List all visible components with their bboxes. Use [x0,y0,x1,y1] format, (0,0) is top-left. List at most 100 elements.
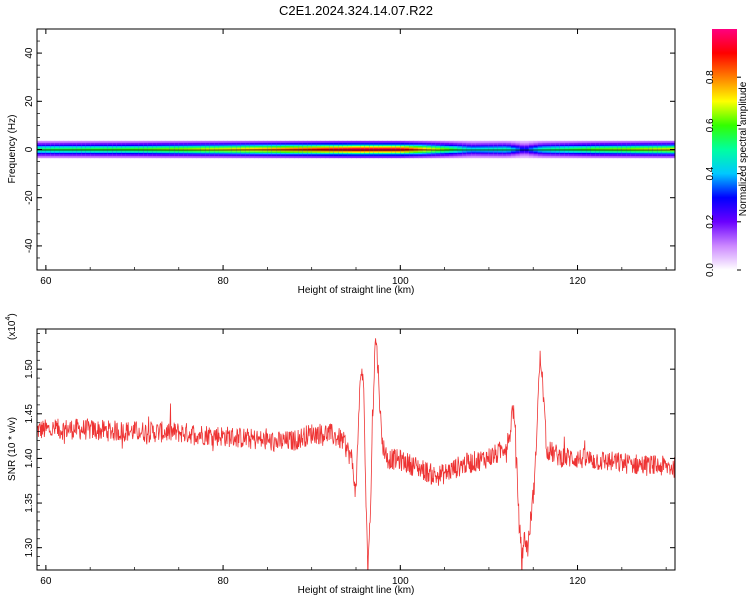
spectrogram-cell [568,148,574,151]
spectrogram-cell [280,148,286,151]
spectrogram-cell [147,148,153,151]
spectrogram-y-tick-label: 20 [24,95,35,107]
spectrogram-cell [542,148,547,151]
spectrogram-cell [174,148,180,151]
spectrogram-cell [382,148,388,151]
figure-title: C2E1.2024.324.14.07.R22 [279,3,433,18]
spectrogram-y-label: Frequency (Hz) [7,115,18,184]
spectrogram-cell [643,148,649,151]
spectrogram-cell [564,148,570,151]
spectrogram-cell [488,148,494,151]
spectrogram-cell [387,148,392,151]
spectrogram-y-tick-label: -20 [24,190,35,205]
spectrogram-y-tick-label: -40 [24,238,35,253]
spectrogram-cell [497,148,503,151]
spectrogram-cell [515,148,521,151]
spectrogram-cell [276,148,282,151]
spectrogram-cell [81,148,87,151]
spectrogram-cell [333,148,339,151]
snr-y-tick-label: 1.30 [24,538,35,558]
spectrogram-y-tick-label: 0 [24,146,35,152]
snr-y-multiplier: (x104) [5,313,18,340]
spectrogram-cell [227,148,233,151]
spectrogram-cell [45,148,51,151]
spectrogram-cell [391,148,397,151]
spectrogram-cell [617,148,623,151]
spectrogram-cell [205,148,211,151]
spectrogram-cell [214,148,220,151]
snr-x-tick-label: 120 [569,576,586,587]
colorbar-tick-label: 0.6 [705,118,716,132]
spectrogram-cell [373,148,379,151]
spectrogram-cell [422,148,428,151]
spectrogram-cell [245,148,251,151]
spectrogram-cell [612,148,618,151]
spectrogram-cell [635,148,640,151]
snr-x-tick-label: 100 [392,576,409,587]
colorbar-tick-label: 0.0 [705,263,716,277]
spectrogram-cell [475,148,481,151]
spectrogram-cell [360,148,366,151]
spectrogram-cell [577,148,583,151]
spectrogram-cell [528,148,534,151]
spectrogram-cell [599,148,605,151]
spectrogram-cell [63,148,69,151]
spectrogram-cell [466,148,472,151]
spectrogram-cell [342,148,348,151]
spectrogram-cell [550,148,556,151]
spectrogram-cell [480,148,485,151]
spectrogram-cell [183,148,189,151]
spectrogram-cell [112,148,118,151]
spectrogram-cell [68,148,73,151]
spectrogram-cell [338,148,344,151]
spectrogram-cell [293,148,299,151]
snr-y-tick-label: 1.45 [24,404,35,424]
spectrogram-cell [559,148,565,151]
spectrogram-cell [254,148,259,151]
spectrogram-cell [639,148,645,151]
spectrogram-cell [116,148,122,151]
spectrogram-cell [298,148,304,151]
spectrogram-cell [648,148,654,151]
snr-multiplier-close: ) [7,313,18,316]
spectrogram-cell [192,148,197,151]
spectrogram-cell [418,148,423,151]
spectrogram-cell [72,148,78,151]
spectrogram-cell [94,148,100,151]
colorbar: 0.0 0.2 0.4 0.6 0.8 Normalized spectral ampl… [705,29,749,277]
spectrogram-cell [178,148,184,151]
spectrogram-cell [590,148,596,151]
spectrogram-cell [493,148,499,151]
spectrogram-cell [169,148,175,151]
spectrogram-cell [121,148,127,151]
spectrogram-cell [218,148,224,151]
spectrogram-cell [50,148,56,151]
spectrogram-cell [187,148,193,151]
spectrogram-cell [356,148,361,151]
spectrogram-cell [431,148,437,151]
spectrogram-cell [440,148,446,151]
spectrogram-cell [524,148,530,151]
snr-x-tick-label: 60 [40,576,52,587]
snr-y-tick-label: 1.50 [24,359,35,379]
spectrogram-cell [351,148,357,151]
spectrogram-cell [196,148,202,151]
spectrogram-cell [652,148,658,151]
spectrogram-y-tick-label: 40 [24,47,35,59]
spectrogram-cell [595,148,601,151]
spectrogram-cell [271,148,277,151]
spectrogram-cell [409,148,414,151]
spectrogram-cell [103,148,109,151]
spectrogram-cell [302,148,308,151]
spectrogram-cell [262,148,268,151]
spectrogram-cell [76,148,82,151]
spectrogram-cell [378,148,383,151]
spectrogram-cell [329,148,335,151]
spectrogram-cell [400,148,406,151]
spectrogram-cell [138,148,144,151]
spectrogram-cell [54,148,60,151]
spectrogram-cell [453,148,459,151]
spectrogram-cell [369,148,375,151]
snr-x-axis: 60 80 100 120 [40,329,667,587]
